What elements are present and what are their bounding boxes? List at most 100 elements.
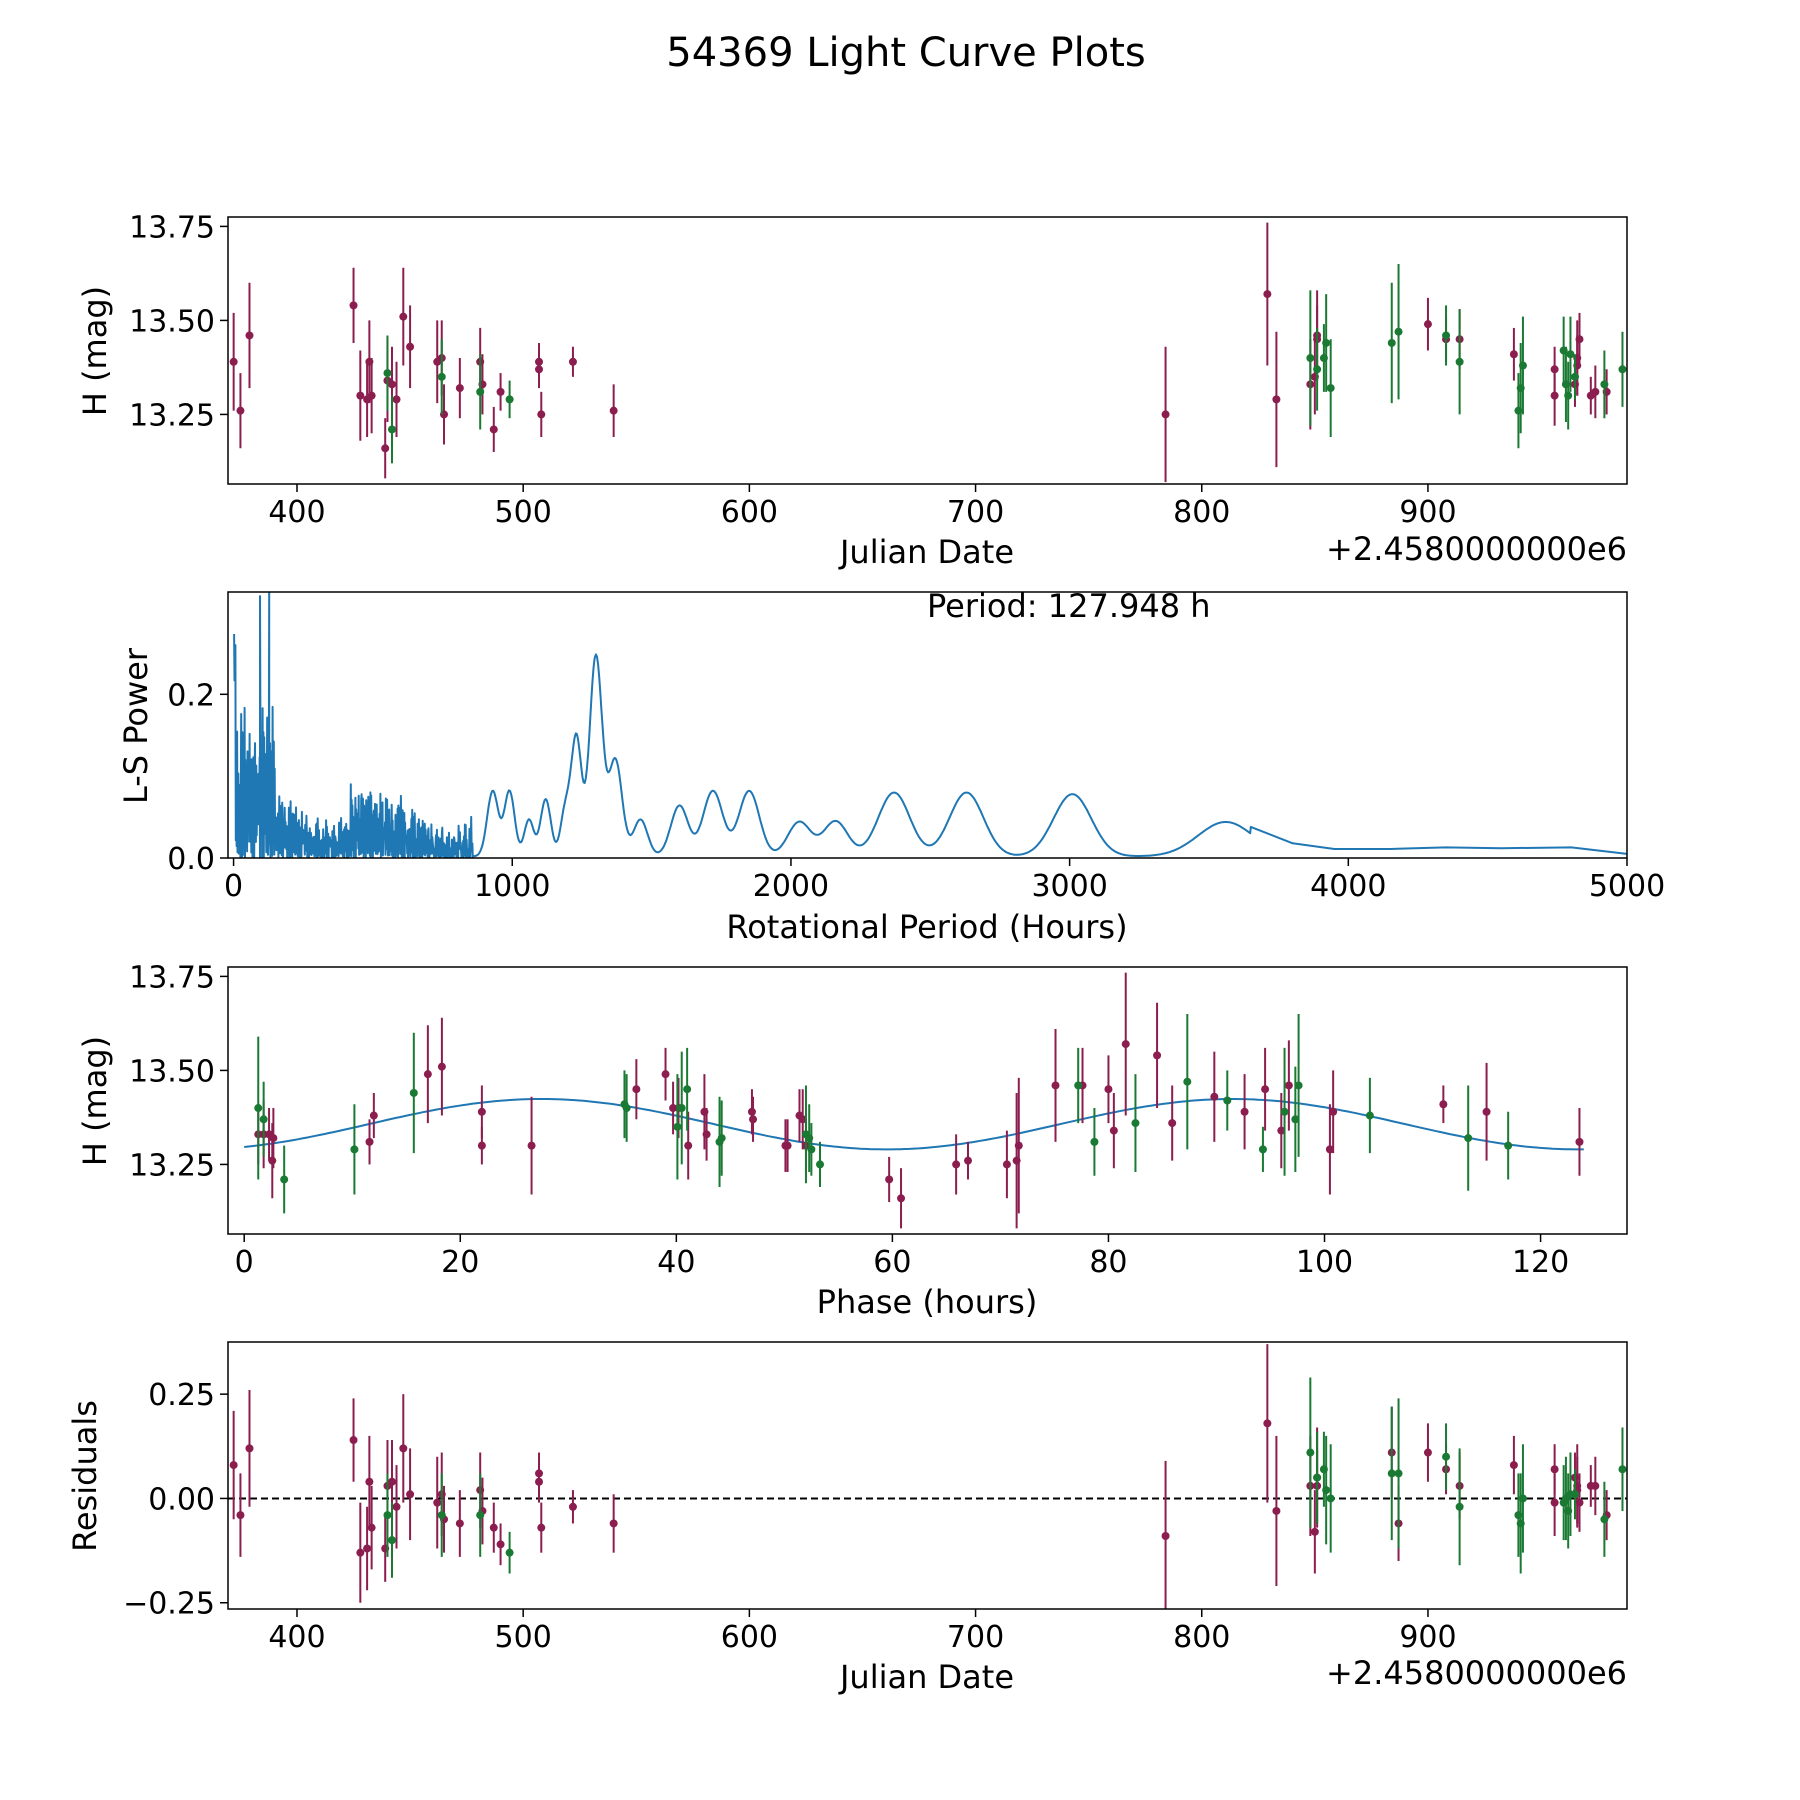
- phase-ytick-label: 13.25: [129, 1148, 215, 1183]
- lc-point-purple-filter: [1161, 410, 1170, 419]
- res-point-purple-filter: [489, 1523, 498, 1532]
- ls-xlabel: Rotational Period (Hours): [726, 908, 1127, 946]
- figure-title: 54369 Light Curve Plots: [666, 30, 1145, 76]
- phase-point-green-filter: [1258, 1145, 1267, 1154]
- res-point-purple-filter: [496, 1540, 505, 1549]
- lc-point-purple-filter: [568, 357, 577, 366]
- phase-point-purple-filter: [1121, 1040, 1130, 1049]
- lc-point-green-filter: [1566, 350, 1575, 359]
- res-point-purple-filter: [1423, 1448, 1432, 1457]
- res-xtick-label: 800: [1173, 1620, 1230, 1655]
- phase-point-green-filter: [1090, 1137, 1099, 1146]
- phase-point-green-filter: [816, 1160, 825, 1169]
- res-point-green-filter: [1394, 1469, 1403, 1478]
- ls-xtick-label: 1000: [474, 869, 550, 904]
- lc-point-purple-filter: [399, 312, 408, 321]
- res-point-green-filter: [505, 1548, 514, 1557]
- phase-point-green-filter: [683, 1085, 692, 1094]
- phase-point-purple-filter: [527, 1141, 536, 1150]
- lc-xtick-label: 500: [495, 495, 552, 530]
- phase-xlabel: Phase (hours): [817, 1283, 1038, 1321]
- phase-point-green-filter: [1223, 1096, 1232, 1105]
- phase-xtick-label: 60: [873, 1245, 911, 1280]
- res-xtick-label: 500: [495, 1620, 552, 1655]
- lc-xtick-label: 800: [1173, 495, 1230, 530]
- lc-xtick-label: 600: [721, 495, 778, 530]
- lc-point-green-filter: [1618, 365, 1627, 374]
- lc-point-purple-filter: [1272, 395, 1281, 404]
- res-point-purple-filter: [399, 1444, 408, 1453]
- lc-xtick-label: 700: [947, 495, 1004, 530]
- ls-power-line: [233, 592, 1627, 858]
- lc-point-purple-filter: [1509, 350, 1518, 359]
- lc-point-green-filter: [1306, 354, 1315, 363]
- phase-point-purple-filter: [268, 1156, 277, 1165]
- phase-point-purple-filter: [423, 1070, 432, 1079]
- phase-point-purple-filter: [477, 1107, 486, 1116]
- ls-xtick-label: 0: [224, 869, 243, 904]
- res-point-purple-filter: [365, 1477, 374, 1486]
- phase-point-green-filter: [677, 1104, 686, 1113]
- phase-point-green-filter: [1291, 1115, 1300, 1124]
- phase-point-green-filter: [807, 1145, 816, 1154]
- ls-ytick-label: 0.0: [167, 842, 215, 877]
- lc-point-purple-filter: [496, 387, 505, 396]
- res-ytick-label: 0.00: [148, 1482, 215, 1517]
- phase-point-purple-filter: [661, 1070, 670, 1079]
- phase-point-green-filter: [717, 1134, 726, 1143]
- lc-point-purple-filter: [1575, 335, 1584, 344]
- phase-point-purple-filter: [365, 1137, 374, 1146]
- phase-point-purple-filter: [684, 1141, 693, 1150]
- light-curve-panel: 400 500 600 700 800 900 13.25 13.50 13.75: [129, 210, 1628, 530]
- phase-point-purple-filter: [964, 1156, 973, 1165]
- lc-xtick-label: 400: [268, 495, 325, 530]
- lc-point-purple-filter: [489, 425, 498, 434]
- res-point-purple-filter: [1310, 1527, 1319, 1536]
- phase-point-green-filter: [1074, 1081, 1083, 1090]
- lc-point-green-filter: [1322, 338, 1331, 347]
- phase-ytick-label: 13.50: [129, 1054, 215, 1089]
- phase-point-purple-filter: [1439, 1100, 1448, 1109]
- clip-res-marks: [228, 1344, 1627, 1609]
- res-ytick-label: −0.25: [123, 1587, 215, 1622]
- res-point-green-filter: [387, 1536, 396, 1545]
- res-point-purple-filter: [229, 1461, 238, 1470]
- lc-point-green-filter: [383, 369, 392, 378]
- res-point-purple-filter: [535, 1477, 544, 1486]
- phase-point-purple-filter: [747, 1107, 756, 1116]
- lc-point-green-filter: [1600, 380, 1609, 389]
- phase-ytick-label: 13.75: [129, 960, 215, 995]
- lc-point-purple-filter: [387, 380, 396, 389]
- residuals-panel: 400 500 600 700 800 900 −0.25 0.00 0.25: [123, 1341, 1628, 1655]
- phase-point-green-filter: [254, 1104, 263, 1113]
- res-point-purple-filter: [1272, 1506, 1281, 1515]
- phase-point-purple-filter: [1168, 1119, 1177, 1128]
- ls-annotation: Period: 127.948 h: [927, 587, 1211, 625]
- lc-point-green-filter: [1326, 384, 1335, 393]
- lc-point-green-filter: [1564, 391, 1573, 400]
- phase-point-purple-filter: [749, 1115, 758, 1124]
- lc-point-green-filter: [1518, 361, 1527, 370]
- ls-ytick-label: 0.2: [167, 678, 215, 713]
- lc-ytick-label: 13.50: [129, 304, 215, 339]
- lc-point-purple-filter: [1423, 320, 1432, 329]
- phase-xtick-label: 0: [235, 1245, 254, 1280]
- res-point-purple-filter: [1509, 1461, 1518, 1470]
- lc-point-green-filter: [505, 395, 514, 404]
- res-point-green-filter: [1442, 1452, 1451, 1461]
- lc-point-purple-filter: [455, 384, 464, 393]
- phase-point-green-filter: [1183, 1077, 1192, 1086]
- phase-point-purple-filter: [1002, 1160, 1011, 1169]
- res-point-purple-filter: [367, 1523, 376, 1532]
- clip-phase-marks: [244, 972, 1584, 1229]
- phase-point-green-filter: [1294, 1081, 1303, 1090]
- lc-point-green-filter: [1455, 357, 1464, 366]
- phase-panel: 0 20 40 60 80 100 120 13.25 13.50 13.75: [129, 960, 1628, 1280]
- phase-xtick-label: 120: [1512, 1245, 1569, 1280]
- phase-ylabel: H (mag): [76, 1036, 114, 1166]
- lc-offset-text: +2.4580000000e6: [1326, 530, 1627, 568]
- lc-point-purple-filter: [392, 395, 401, 404]
- res-ytick-label: 0.25: [148, 1378, 215, 1413]
- res-plot-frame: [227, 1341, 1628, 1610]
- clip-ls-marks: [233, 592, 1627, 858]
